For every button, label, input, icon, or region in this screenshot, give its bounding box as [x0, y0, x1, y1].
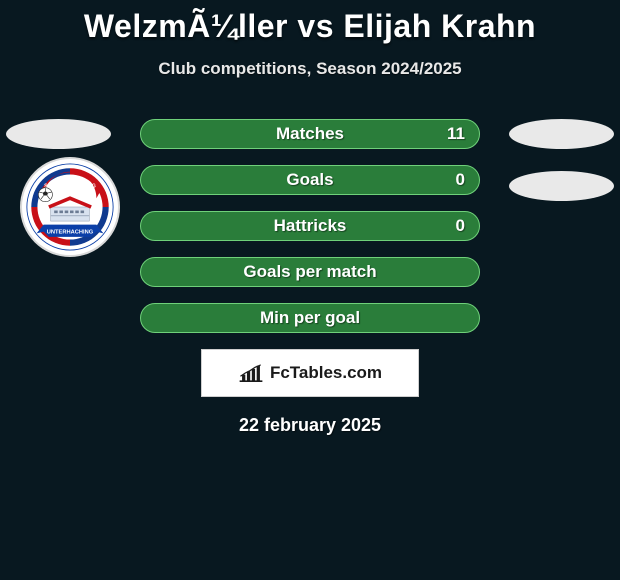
- stat-row-goals: Goals 0: [140, 165, 480, 195]
- stat-row-matches: Matches 11: [140, 119, 480, 149]
- stat-label: Goals: [286, 170, 333, 190]
- player-right-placeholder-1: [509, 119, 614, 149]
- page-root: WelzmÃ¼ller vs Elijah Krahn Club competi…: [0, 0, 620, 580]
- stat-value: 11: [447, 124, 465, 144]
- club-badge: SPIELVEREINIGUNG: [20, 157, 120, 257]
- stat-row-min-per-goal: Min per goal: [140, 303, 480, 333]
- page-title: WelzmÃ¼ller vs Elijah Krahn: [0, 8, 620, 45]
- page-subtitle: Club competitions, Season 2024/2025: [0, 59, 620, 79]
- stat-label: Min per goal: [260, 308, 360, 328]
- stat-label: Hattricks: [274, 216, 347, 236]
- brand-box[interactable]: FcTables.com: [201, 349, 419, 397]
- generated-date: 22 february 2025: [0, 415, 620, 436]
- player-left-placeholder: [6, 119, 111, 149]
- brand-label: FcTables.com: [270, 363, 382, 383]
- stats-list: Matches 11 Goals 0 Hattricks 0 Goals per…: [140, 119, 480, 333]
- stat-row-goals-per-match: Goals per match: [140, 257, 480, 287]
- stat-value: 0: [456, 216, 465, 236]
- stat-value: 0: [456, 170, 465, 190]
- stat-label: Goals per match: [243, 262, 376, 282]
- club-badge-svg: SPIELVEREINIGUNG: [26, 163, 114, 251]
- badge-ribbon-text: UNTERHACHING: [47, 229, 94, 235]
- badge-banner-text: SPIELVEREINIGUNG: [44, 184, 96, 190]
- bar-chart-icon: [238, 363, 264, 383]
- player-right-placeholder-2: [509, 171, 614, 201]
- stat-label: Matches: [276, 124, 344, 144]
- stat-row-hattricks: Hattricks 0: [140, 211, 480, 241]
- comparison-stage: SPIELVEREINIGUNG: [0, 119, 620, 436]
